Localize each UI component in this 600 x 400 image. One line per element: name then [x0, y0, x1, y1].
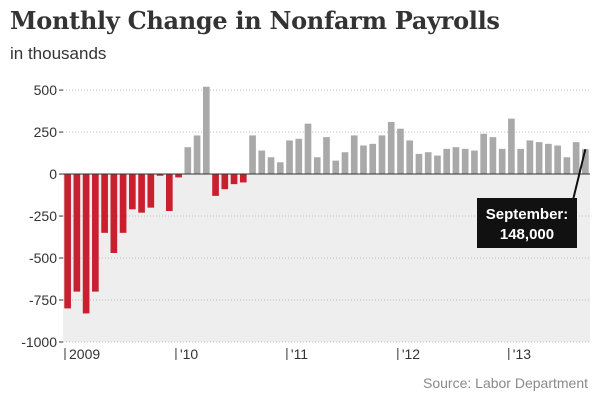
bar-2010-04 [202, 86, 210, 175]
bar-2009-08 [129, 174, 136, 210]
bar-2010-08 [239, 174, 247, 183]
bar-2013-01 [508, 118, 515, 175]
bar-2012-10 [480, 133, 488, 175]
bar-2012-03 [415, 153, 423, 175]
x-tick-label: '13 [513, 346, 531, 362]
bar-2010-11 [267, 157, 275, 175]
callout-label-value: 148,000 [500, 226, 554, 243]
bar-2009-06 [110, 174, 118, 253]
bar-2011-09 [360, 145, 367, 175]
y-axis-ticks: 500 250 0 -250 -500 -750 -1000 [21, 82, 63, 350]
bar-2012-11 [489, 137, 497, 175]
bar-2009-04 [92, 174, 99, 292]
chart-title: Monthly Change in Nonfarm Payrolls [10, 6, 500, 35]
bar-2010-12 [276, 162, 284, 175]
bar-2010-03 [193, 135, 201, 175]
bar-2010-06 [221, 174, 229, 190]
bar-2011-05 [323, 137, 330, 175]
bar-2010-05 [212, 174, 219, 196]
x-tick-label: '10 [180, 346, 198, 362]
bar-2013-03 [526, 140, 534, 175]
bar-2013-07 [563, 157, 571, 175]
y-tick-label: 250 [34, 124, 58, 140]
bar-2012-07 [452, 147, 460, 175]
bars [64, 86, 589, 314]
bar-2009-03 [82, 174, 90, 314]
september-callout: September: 148,000 [477, 148, 587, 248]
bar-2011-12 [387, 121, 395, 175]
bar-2011-07 [341, 152, 349, 175]
bar-2010-01 [175, 174, 182, 178]
bar-2011-08 [350, 135, 358, 175]
bar-2009-05 [101, 174, 108, 233]
bar-2009-12 [165, 174, 173, 211]
bar-2009-01 [64, 174, 71, 309]
bar-2011-02 [295, 138, 303, 175]
bar-2009-09 [138, 174, 145, 213]
bar-2012-02 [406, 140, 414, 175]
bar-2012-09 [471, 150, 478, 175]
callout-box [477, 198, 577, 248]
y-tick-label: -1000 [21, 334, 57, 350]
bar-2011-06 [332, 160, 340, 175]
x-tick-label: '11 [291, 346, 308, 362]
bar-2013-02 [517, 148, 524, 175]
bar-2013-06 [554, 145, 561, 175]
bar-2010-10 [258, 150, 266, 175]
y-tick-label: 500 [34, 82, 58, 98]
bar-2011-01 [286, 140, 293, 175]
bar-2009-02 [73, 174, 81, 292]
x-axis-ticks: 2009 '10 '11 '12 '13 [64, 346, 531, 362]
bar-2012-06 [443, 148, 451, 175]
bar-2013-05 [545, 143, 552, 175]
bar-2010-09 [249, 135, 256, 175]
bar-2012-01 [397, 128, 404, 175]
bar-2011-11 [378, 135, 386, 175]
bar-2012-12 [498, 148, 506, 175]
bar-2012-08 [461, 148, 469, 175]
y-tick-label: 0 [49, 166, 57, 182]
chart-subtitle: in thousands [10, 44, 107, 63]
bar-2011-10 [369, 143, 377, 175]
bar-2011-04 [313, 157, 321, 175]
bar-2011-03 [304, 123, 312, 175]
bar-2009-10 [147, 174, 155, 208]
callout-label-month: September: [486, 206, 569, 223]
y-tick-label: -500 [29, 250, 57, 266]
bar-2012-04 [424, 152, 432, 175]
bar-2013-08 [572, 142, 580, 175]
bar-2009-11 [156, 174, 164, 176]
bar-2009-07 [119, 174, 127, 233]
source-note: Source: Labor Department [423, 375, 588, 391]
gridlines [63, 89, 590, 343]
bar-2013-04 [535, 142, 543, 175]
y-tick-label: -250 [29, 208, 57, 224]
bar-2012-05 [434, 155, 441, 175]
bar-2010-02 [184, 147, 192, 175]
x-tick-label: '12 [402, 346, 420, 362]
callout-pointer [572, 148, 587, 201]
x-tick-label: 2009 [69, 346, 100, 362]
y-tick-label: -750 [29, 292, 57, 308]
bar-2010-07 [230, 174, 238, 185]
bar-2013-09 [582, 149, 589, 175]
